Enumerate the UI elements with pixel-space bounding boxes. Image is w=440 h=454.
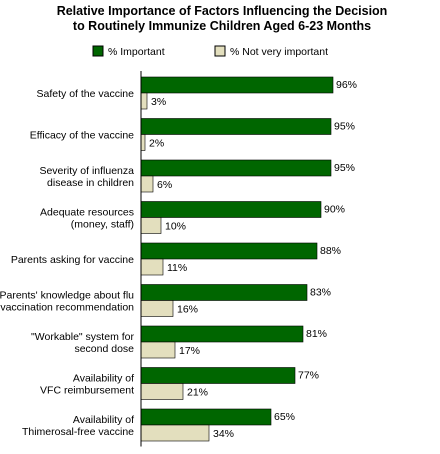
value-label-not-very-important: 3% [151, 96, 166, 108]
value-label-important: 88% [320, 245, 341, 257]
chart-title: Relative Importance of Factors Influenci… [57, 4, 388, 33]
bar-important [140, 325, 304, 343]
value-label-not-very-important: 16% [177, 304, 198, 316]
chart-title-line-1: Relative Importance of Factors Influenci… [57, 4, 388, 18]
chart-title-line-2: to Routinely Immunize Children Aged 6-23… [73, 19, 371, 33]
value-label-important: 96% [336, 79, 357, 91]
value-label-not-very-important: 34% [213, 428, 234, 440]
category-label: Availability of [73, 414, 134, 426]
category-label: (money, staff) [71, 219, 134, 231]
category-label: Efficacy of the vaccine [30, 130, 134, 142]
category-label: Adequate resources [40, 207, 134, 219]
bar-important [140, 242, 318, 260]
value-label-important: 77% [298, 370, 319, 382]
category-label: "Workable" system for [31, 331, 134, 343]
bar-important [140, 284, 308, 301]
value-label-not-very-important: 6% [157, 179, 172, 191]
category-label: Thimerosal-free vaccine [22, 426, 134, 438]
bar-important [140, 408, 272, 426]
bar-important [140, 367, 296, 384]
value-label-important: 65% [274, 411, 295, 423]
value-label-not-very-important: 10% [165, 221, 186, 233]
value-label-important: 83% [310, 287, 331, 299]
bar-not-very-important [140, 134, 146, 151]
legend-swatch-important [92, 45, 104, 57]
bar-important [140, 159, 332, 177]
legend-label-not-very-important: % Not very important [230, 46, 328, 58]
plot-area: Safety of the vaccine 96% 3% Efficacy of th… [0, 71, 357, 447]
bar-not-very-important [140, 383, 184, 400]
bar-important [140, 118, 332, 135]
category-label: disease in children [47, 177, 134, 189]
value-label-not-very-important: 2% [149, 138, 164, 150]
value-label-not-very-important: 21% [187, 387, 208, 399]
legend-label-important: % Important [108, 46, 165, 58]
value-label-not-very-important: 17% [179, 345, 200, 357]
value-label-important: 95% [334, 162, 355, 174]
bar-not-very-important [140, 300, 174, 317]
bar-important [140, 76, 334, 94]
category-label: vaccination recommendation [0, 302, 134, 314]
value-label-important: 95% [334, 121, 355, 133]
bar-not-very-important [140, 92, 148, 110]
value-label-not-very-important: 11% [167, 262, 187, 274]
legend: % Important % Not very important [92, 45, 328, 58]
category-label: Safety of the vaccine [37, 88, 135, 100]
bar-important [140, 201, 322, 218]
bar-not-very-important [140, 217, 162, 234]
category-label: Availability of [73, 373, 134, 385]
category-label: Severity of influenza [39, 165, 134, 177]
value-label-important: 81% [306, 328, 327, 340]
category-label: VFC reimbursement [40, 385, 134, 397]
category-label: second dose [74, 343, 134, 355]
bar-not-very-important [140, 341, 176, 359]
category-label: Parents asking for vaccine [11, 254, 134, 266]
bar-not-very-important [140, 258, 164, 276]
bar-not-very-important [140, 424, 210, 442]
legend-swatch-not-very-important [214, 45, 226, 57]
bar-not-very-important [140, 175, 154, 193]
category-label: Parents' knowledge about flu [0, 290, 134, 302]
value-label-important: 90% [324, 204, 345, 216]
